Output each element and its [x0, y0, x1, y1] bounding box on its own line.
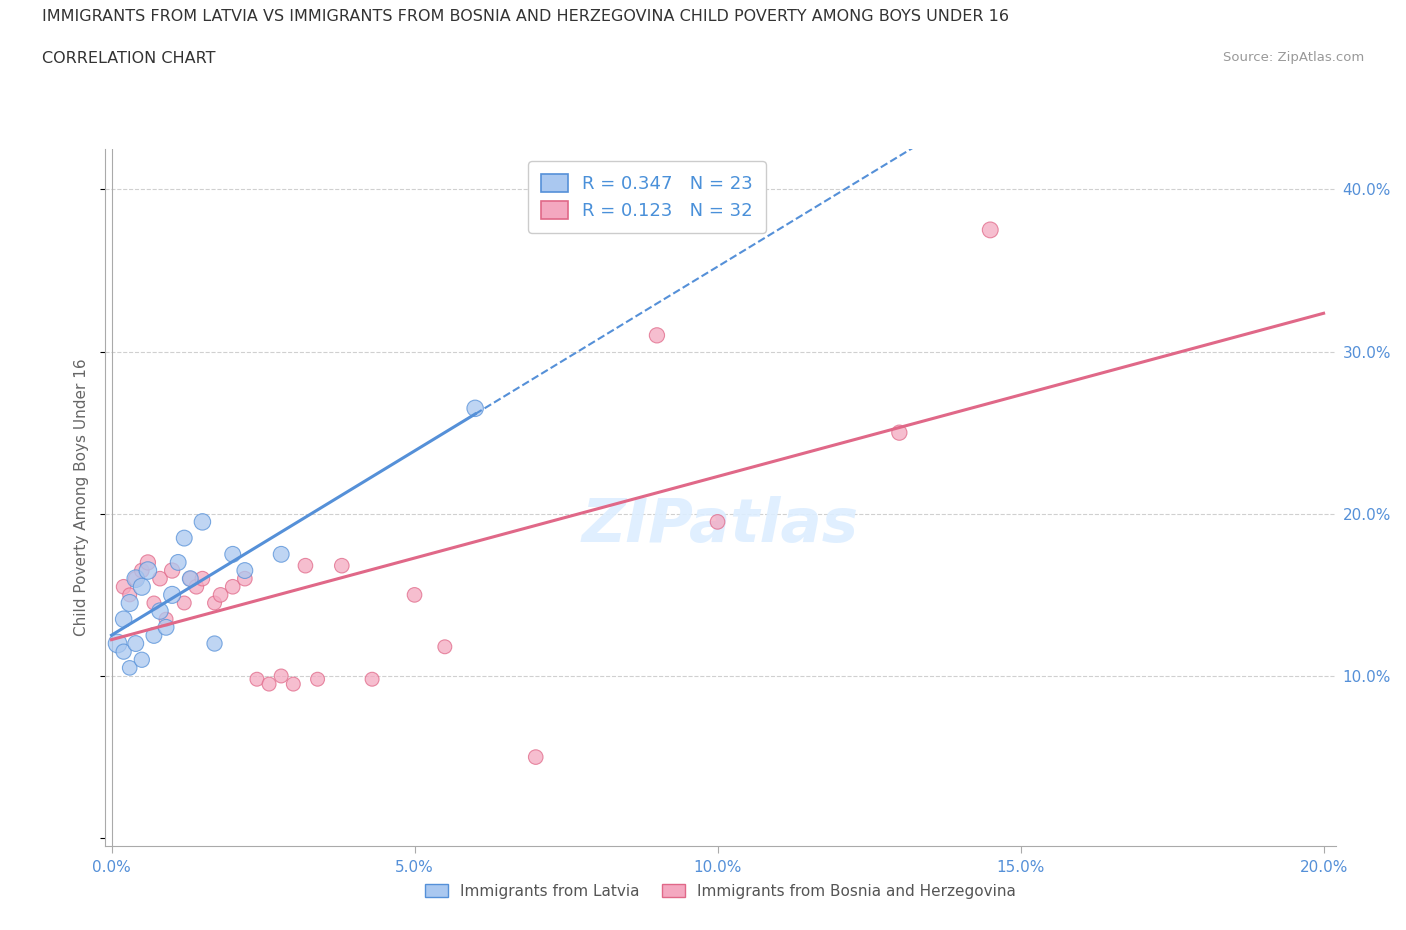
Point	[330, 558, 353, 573]
Point	[142, 595, 165, 610]
Point	[204, 636, 226, 651]
Point	[112, 612, 135, 627]
Point	[404, 588, 426, 603]
Point	[222, 579, 245, 594]
Point	[112, 644, 135, 659]
Point	[125, 571, 148, 586]
Point	[160, 588, 183, 603]
Point	[136, 563, 159, 578]
Point	[191, 571, 214, 586]
Point	[524, 750, 547, 764]
Point	[125, 636, 148, 651]
Point	[131, 579, 153, 594]
Point	[706, 514, 728, 529]
Point	[118, 588, 141, 603]
Point	[155, 620, 177, 635]
Point	[186, 579, 208, 594]
Point	[118, 595, 141, 610]
Point	[283, 677, 305, 692]
Point	[155, 612, 177, 627]
Point	[191, 514, 214, 529]
Point	[179, 571, 201, 586]
Point	[889, 425, 911, 440]
Text: Source: ZipAtlas.com: Source: ZipAtlas.com	[1223, 51, 1364, 64]
Text: IMMIGRANTS FROM LATVIA VS IMMIGRANTS FROM BOSNIA AND HERZEGOVINA CHILD POVERTY A: IMMIGRANTS FROM LATVIA VS IMMIGRANTS FRO…	[42, 9, 1010, 24]
Point	[167, 555, 190, 570]
Point	[125, 571, 148, 586]
Point	[136, 555, 159, 570]
Point	[179, 571, 201, 586]
Legend: Immigrants from Latvia, Immigrants from Bosnia and Herzegovina: Immigrants from Latvia, Immigrants from …	[419, 878, 1022, 905]
Point	[979, 222, 1001, 237]
Point	[270, 669, 292, 684]
Point	[131, 563, 153, 578]
Point	[307, 671, 329, 686]
Point	[233, 563, 256, 578]
Point	[142, 628, 165, 643]
Text: CORRELATION CHART: CORRELATION CHART	[42, 51, 215, 66]
Point	[645, 328, 668, 343]
Point	[257, 677, 280, 692]
Point	[107, 636, 129, 651]
Point	[131, 652, 153, 667]
Point	[222, 547, 245, 562]
Point	[118, 660, 141, 675]
Point	[149, 571, 172, 586]
Point	[433, 639, 456, 654]
Point	[294, 558, 316, 573]
Point	[149, 604, 172, 618]
Point	[361, 671, 384, 686]
Point	[204, 595, 226, 610]
Point	[233, 571, 256, 586]
Point	[160, 563, 183, 578]
Point	[464, 401, 486, 416]
Point	[209, 588, 232, 603]
Point	[246, 671, 269, 686]
Point	[173, 531, 195, 546]
Y-axis label: Child Poverty Among Boys Under 16: Child Poverty Among Boys Under 16	[75, 359, 90, 636]
Point	[270, 547, 292, 562]
Text: ZIPatlas: ZIPatlas	[582, 496, 859, 555]
Point	[173, 595, 195, 610]
Point	[112, 579, 135, 594]
